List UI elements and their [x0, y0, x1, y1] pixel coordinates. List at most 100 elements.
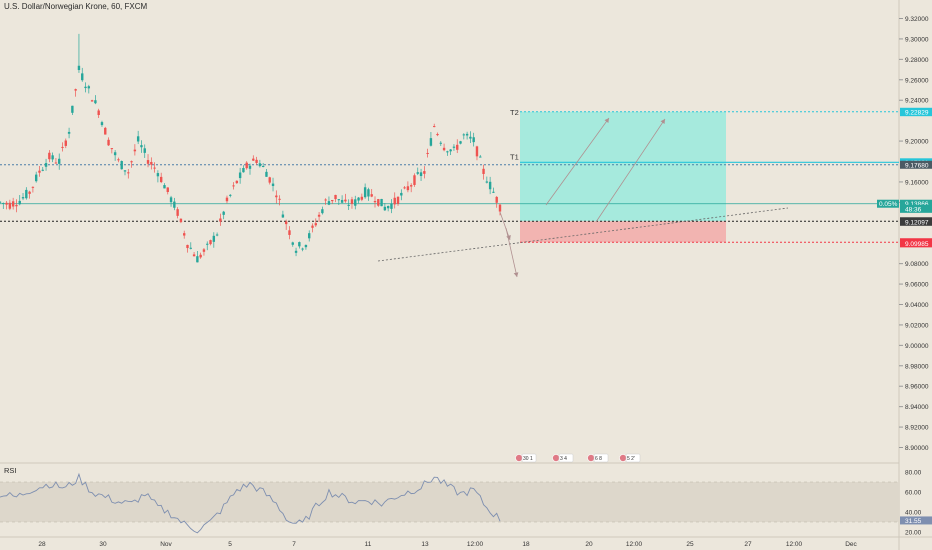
event-flag-label: 30 1	[523, 456, 533, 462]
price-marker[interactable]	[900, 217, 932, 226]
time-tick-label[interactable]: 12:00	[467, 541, 484, 548]
candle-body	[248, 165, 252, 169]
time-tick-label[interactable]: 25	[686, 541, 694, 548]
candle-body	[462, 134, 466, 136]
profit-zone[interactable]	[520, 111, 726, 222]
candle-body	[452, 146, 456, 148]
event-flag-label: 6 8	[595, 456, 602, 462]
candle-body	[245, 162, 248, 169]
candle-body	[143, 148, 146, 153]
candle-body	[117, 159, 120, 161]
candle-body	[409, 185, 413, 187]
candle-body	[442, 147, 446, 151]
price-marker-label: 9.13866	[905, 201, 929, 208]
candle-body	[100, 122, 104, 126]
candle-body	[311, 225, 314, 228]
time-tick-label[interactable]: 28	[38, 541, 46, 548]
candle-body	[275, 195, 278, 198]
drawings[interactable]: T2 T1	[377, 108, 789, 278]
events[interactable]: 30 1 3 4 6 8 5 2'	[515, 453, 641, 463]
candle-body	[130, 161, 133, 163]
candle-body	[133, 149, 137, 152]
time-tick-label[interactable]: Nov	[160, 541, 172, 548]
time-tick-label[interactable]: 18	[522, 541, 530, 548]
candle-body	[469, 136, 472, 139]
price-marker[interactable]	[900, 108, 932, 117]
trade-zones[interactable]	[520, 111, 726, 243]
candle-body	[413, 175, 416, 185]
time-tick-label[interactable]: 13	[421, 541, 429, 548]
candle-body	[219, 218, 222, 222]
candle-body	[212, 235, 216, 242]
event-flag-box[interactable]	[593, 453, 609, 463]
candle-body	[107, 139, 110, 146]
event-flag-box[interactable]	[558, 453, 574, 463]
candle-body	[15, 204, 18, 207]
event-flag-box[interactable]	[521, 453, 537, 463]
event-flag-icon[interactable]	[515, 454, 523, 462]
candle-body	[8, 202, 12, 209]
projection-arrow-1-head	[604, 118, 609, 123]
price-marker[interactable]	[900, 160, 932, 169]
candle-body	[34, 174, 38, 182]
candle-body	[367, 189, 370, 197]
time-tick-label[interactable]: 5	[228, 541, 232, 548]
projection-arrow-2[interactable]	[595, 118, 666, 223]
candle-body	[74, 89, 77, 91]
trend-line[interactable]	[377, 207, 789, 262]
projection-arrow-1[interactable]	[545, 117, 610, 206]
price-marker-label: 9.09985	[905, 241, 929, 248]
chart-title: U.S. Dollar/Norwegian Krone, 60, FXCM	[4, 2, 148, 11]
price-marker-label: 9.22829	[905, 110, 929, 117]
candle-body	[304, 244, 308, 248]
candle-body	[11, 201, 15, 207]
candle-body	[225, 197, 229, 202]
event-flag-icon[interactable]	[619, 454, 627, 462]
candle-body	[331, 199, 334, 202]
candle-body	[153, 167, 156, 169]
event-flag-box[interactable]	[625, 453, 641, 463]
projection-arrow-4-head	[513, 272, 519, 277]
rsi-tick-label: 60.00	[905, 490, 922, 497]
time-tick-label[interactable]: 7	[292, 541, 296, 548]
event-flag-icon[interactable]	[552, 454, 560, 462]
candle-body	[123, 170, 127, 172]
candle-body	[265, 171, 268, 177]
candle-body	[196, 256, 199, 263]
price-marker[interactable]	[900, 239, 932, 248]
time-tick-label[interactable]: 30	[99, 541, 107, 548]
time-tick-label[interactable]: 12:00	[786, 541, 803, 548]
candle-body	[51, 155, 54, 160]
candle-body	[2, 202, 5, 204]
candle-body	[5, 202, 8, 205]
candle-body	[166, 187, 169, 192]
time-tick-label[interactable]: 27	[744, 541, 752, 548]
time-tick-label[interactable]: 12:00	[626, 541, 643, 548]
projection-arrow-4[interactable]	[505, 227, 518, 278]
time-tick-label[interactable]: 11	[365, 541, 372, 548]
projection-arrow-3[interactable]	[499, 211, 511, 241]
price-tick-label: 9.24000	[905, 98, 929, 105]
price-marker[interactable]	[900, 204, 932, 213]
loss-zone[interactable]	[520, 221, 726, 243]
candle-body	[136, 136, 140, 142]
time-tick-label[interactable]: 20	[585, 541, 593, 548]
price-marker[interactable]	[900, 199, 932, 208]
price-tick-label: 9.06000	[905, 282, 929, 289]
candle-body	[317, 214, 321, 217]
price-tick-label: 9.30000	[905, 36, 929, 43]
candle-body	[25, 189, 28, 199]
candle-body	[183, 233, 186, 236]
time-tick-label[interactable]: Dec	[845, 541, 857, 548]
candle-body	[202, 249, 206, 252]
candle-body	[433, 126, 436, 128]
price-axis[interactable]: 9.32000 9.30000 9.28000 9.26000 9.24000 9.200…	[877, 16, 932, 452]
rsi-tick-label: 80.00	[905, 470, 922, 477]
event-flag-icon[interactable]	[587, 454, 595, 462]
time-axis[interactable]: 28 30 Nov 5 7 11 13 12:00 18 20 12:00 25 27 12:00 Dec	[38, 541, 857, 548]
candle-body	[87, 86, 91, 89]
candle-body	[370, 194, 373, 197]
candle-body	[94, 100, 97, 104]
